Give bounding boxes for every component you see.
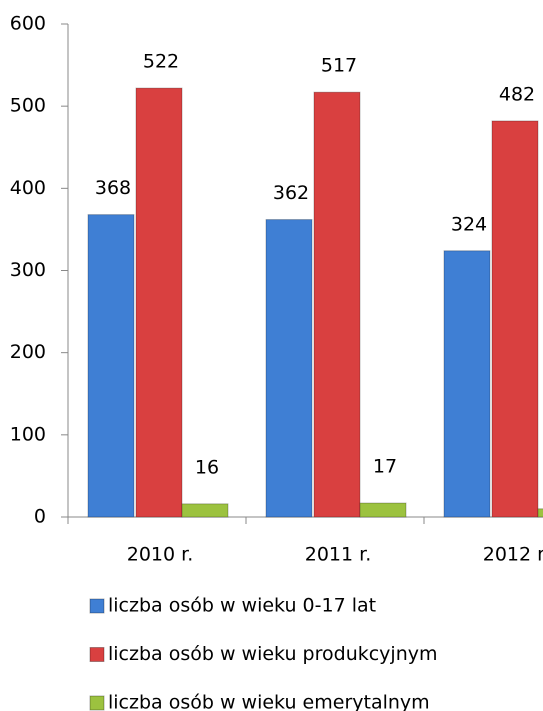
legend-label: liczba osób w wieku produkcyjnym xyxy=(108,643,438,665)
legend-label: liczba osób w wieku 0-17 lat xyxy=(108,595,376,617)
value-label: 517 xyxy=(321,55,357,77)
bar xyxy=(181,503,229,518)
bar xyxy=(537,508,543,518)
value-label: 16 xyxy=(195,456,219,478)
bar xyxy=(87,214,135,518)
x-tick-label: 2010 r. xyxy=(127,544,194,566)
bar xyxy=(491,120,539,518)
y-tick-label: 600 xyxy=(10,13,46,35)
bar xyxy=(359,502,407,518)
legend-swatch xyxy=(89,647,105,662)
value-label: 368 xyxy=(95,177,131,199)
bar xyxy=(443,250,491,518)
value-label: 482 xyxy=(499,83,535,105)
value-label: 362 xyxy=(273,182,309,204)
x-tick-label: 2012 r. xyxy=(483,544,543,566)
y-tick-label: 300 xyxy=(10,259,46,281)
y-tick-label: 200 xyxy=(10,341,46,363)
value-label: 324 xyxy=(451,213,487,235)
value-label: 17 xyxy=(373,456,397,478)
legend-swatch xyxy=(89,598,105,614)
bar xyxy=(265,219,313,518)
y-tick-label: 0 xyxy=(34,506,46,528)
y-tick-label: 100 xyxy=(10,423,46,445)
y-tick-label: 400 xyxy=(10,177,46,199)
y-tick-label: 500 xyxy=(10,95,46,117)
bar xyxy=(313,91,361,518)
legend-label: liczba osób w wieku emerytalnym xyxy=(108,692,430,711)
value-label: 522 xyxy=(143,51,179,73)
bar xyxy=(135,87,183,518)
legend-swatch xyxy=(89,695,105,711)
x-tick-label: 2011 r. xyxy=(305,544,372,566)
